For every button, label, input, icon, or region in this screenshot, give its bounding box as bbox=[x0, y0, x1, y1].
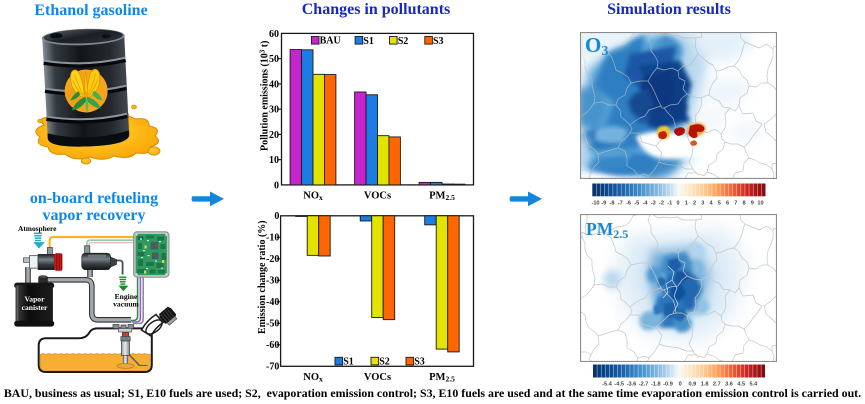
svg-text:Atmosphere: Atmosphere bbox=[18, 224, 57, 233]
svg-text:-10: -10 bbox=[591, 201, 599, 207]
svg-text:4: 4 bbox=[709, 201, 713, 207]
svg-text:PM2.5: PM2.5 bbox=[429, 191, 455, 203]
svg-text:VOCs: VOCs bbox=[364, 372, 391, 383]
svg-text:-1: -1 bbox=[667, 201, 672, 207]
svg-text:vacuum: vacuum bbox=[113, 300, 139, 309]
svg-text:-20: -20 bbox=[266, 254, 279, 265]
svg-text:-8: -8 bbox=[610, 201, 615, 207]
svg-text:8: 8 bbox=[742, 201, 745, 207]
svg-text:3: 3 bbox=[701, 201, 704, 207]
svg-text:-3.6: -3.6 bbox=[627, 382, 637, 388]
svg-text:5: 5 bbox=[718, 201, 721, 207]
svg-text:canister: canister bbox=[22, 303, 48, 312]
svg-text:BAU: BAU bbox=[320, 36, 341, 47]
svg-text:60: 60 bbox=[269, 29, 279, 40]
svg-text:10: 10 bbox=[757, 201, 763, 207]
svg-text:-6: -6 bbox=[626, 201, 631, 207]
svg-text:-3: -3 bbox=[651, 201, 656, 207]
svg-text:-4: -4 bbox=[643, 201, 649, 207]
svg-text:-30: -30 bbox=[266, 276, 279, 287]
svg-text:-4.5: -4.5 bbox=[614, 382, 624, 388]
svg-text:3.6: 3.6 bbox=[725, 382, 733, 388]
svg-text:-10: -10 bbox=[266, 233, 279, 244]
svg-text:Emission change ratio (%): Emission change ratio (%) bbox=[257, 220, 268, 334]
svg-text:S3: S3 bbox=[414, 357, 425, 368]
svg-text:-5.4: -5.4 bbox=[602, 382, 613, 388]
svg-text:-2: -2 bbox=[659, 201, 664, 207]
svg-text:40: 40 bbox=[269, 79, 279, 90]
svg-text:NOx: NOx bbox=[303, 372, 323, 384]
svg-text:NOx: NOx bbox=[303, 191, 323, 203]
svg-text:S1: S1 bbox=[343, 356, 354, 367]
svg-text:4.5: 4.5 bbox=[737, 382, 745, 388]
svg-text:VOCs: VOCs bbox=[364, 191, 391, 202]
svg-text:0: 0 bbox=[274, 211, 279, 222]
svg-text:0: 0 bbox=[676, 201, 679, 207]
svg-text:0.9: 0.9 bbox=[689, 382, 697, 388]
svg-text:-0.9: -0.9 bbox=[663, 382, 673, 388]
svg-text:Pollution emissions (103 t): Pollution emissions (103 t) bbox=[259, 41, 271, 151]
svg-text:-40: -40 bbox=[266, 297, 279, 308]
svg-text:-2.7: -2.7 bbox=[639, 382, 649, 388]
svg-text:5.4: 5.4 bbox=[750, 382, 759, 388]
svg-text:0: 0 bbox=[274, 180, 279, 191]
svg-text:-50: -50 bbox=[266, 319, 279, 330]
svg-text:S2: S2 bbox=[398, 36, 409, 47]
svg-text:-70: -70 bbox=[266, 362, 279, 373]
svg-text:20: 20 bbox=[269, 130, 279, 141]
svg-text:30: 30 bbox=[269, 105, 279, 116]
svg-text:-60: -60 bbox=[266, 340, 279, 351]
svg-text:S3: S3 bbox=[433, 36, 444, 47]
svg-text:6: 6 bbox=[726, 201, 729, 207]
svg-text:-5: -5 bbox=[634, 201, 639, 207]
svg-text:50: 50 bbox=[269, 54, 279, 65]
svg-text:Engine: Engine bbox=[115, 292, 138, 301]
svg-text:9: 9 bbox=[751, 201, 754, 207]
svg-text:7: 7 bbox=[734, 201, 737, 207]
svg-text:10: 10 bbox=[269, 155, 279, 166]
svg-text:2: 2 bbox=[693, 201, 696, 207]
svg-text:S1: S1 bbox=[363, 36, 374, 47]
svg-text:S2: S2 bbox=[379, 357, 390, 368]
svg-text:1.8: 1.8 bbox=[701, 382, 709, 388]
svg-text:1: 1 bbox=[685, 201, 688, 207]
svg-text:-7: -7 bbox=[618, 201, 623, 207]
svg-text:0: 0 bbox=[679, 382, 682, 388]
svg-text:2.7: 2.7 bbox=[713, 382, 721, 388]
svg-text:-1.8: -1.8 bbox=[651, 382, 661, 388]
svg-text:Vapor: Vapor bbox=[25, 295, 46, 304]
svg-text:-9: -9 bbox=[601, 201, 606, 207]
svg-text:PM2.5: PM2.5 bbox=[429, 372, 455, 384]
